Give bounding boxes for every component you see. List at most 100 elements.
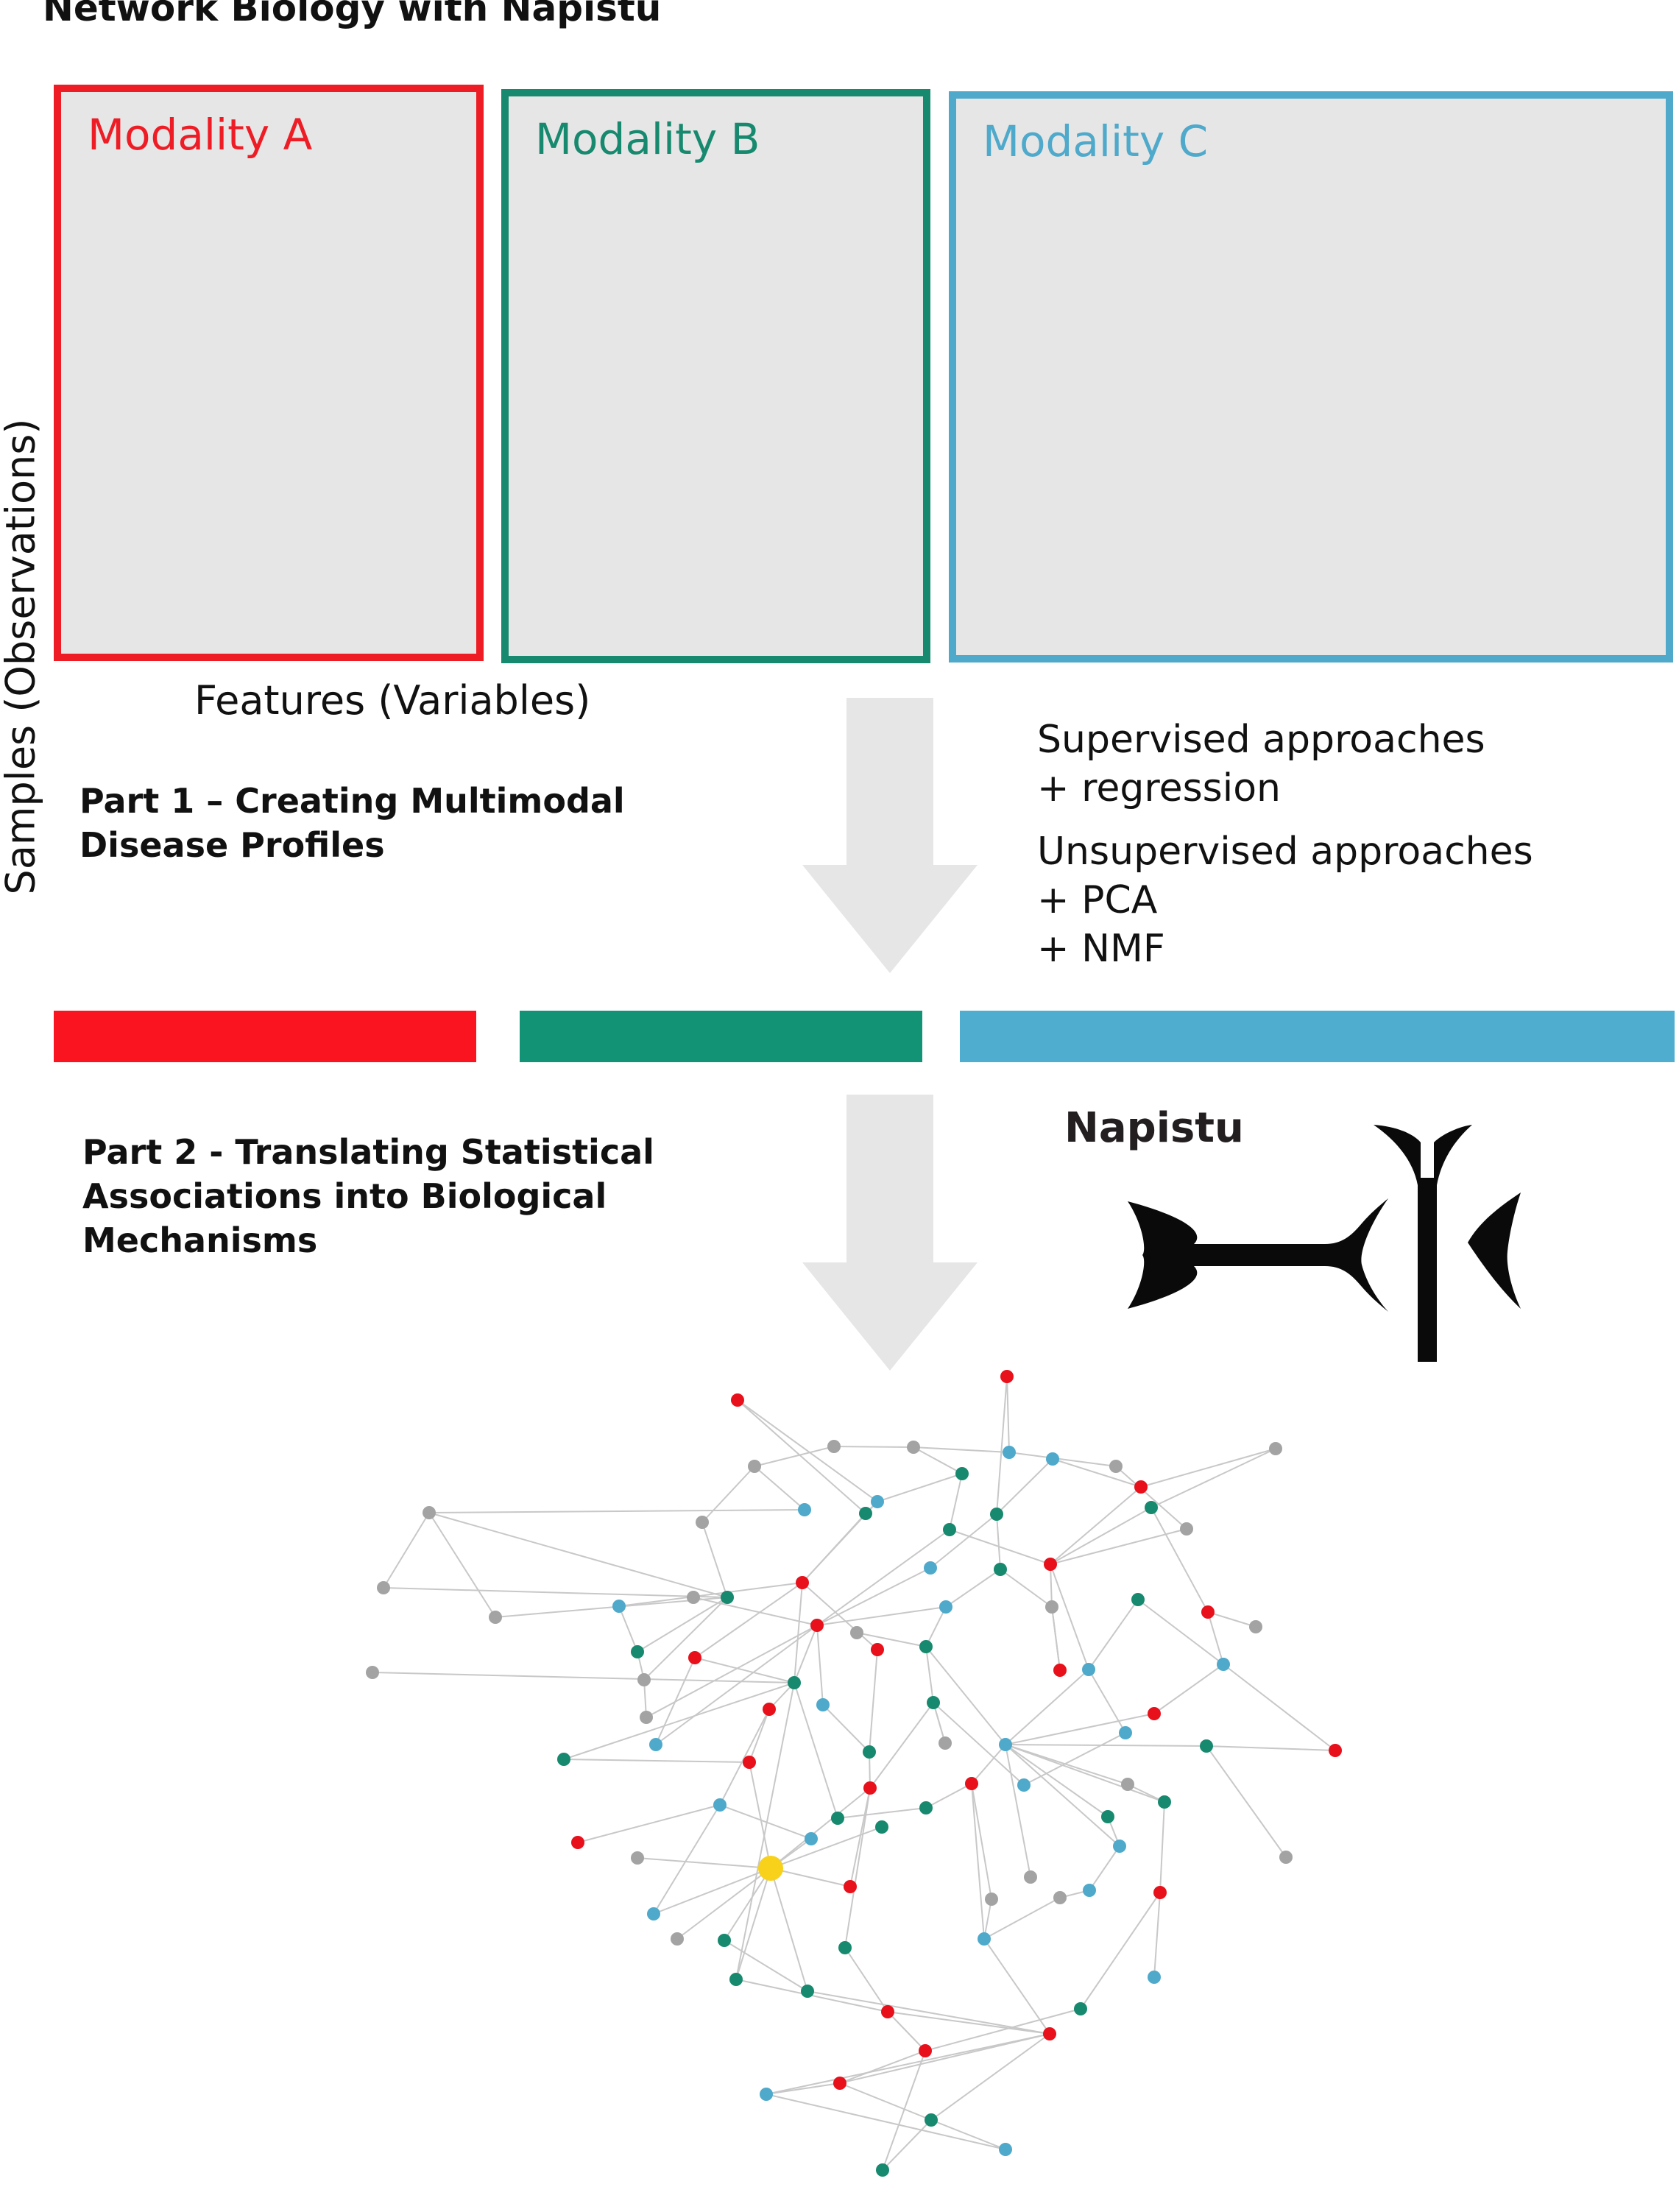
network-edge xyxy=(869,1649,878,1753)
network-edge xyxy=(1089,1845,1120,1891)
network-node xyxy=(965,1777,978,1790)
network-edge xyxy=(1051,1606,1061,1671)
modality-b-label: Modality B xyxy=(535,114,760,164)
modality-a-label: Modality A xyxy=(88,110,313,160)
network-node xyxy=(1269,1442,1282,1455)
part2-line1: Part 2 - Translating Statistical xyxy=(82,1132,654,1172)
unsupervised-approaches: Unsupervised approaches + PCA + NMF xyxy=(1037,827,1533,973)
network-edge xyxy=(754,1466,805,1510)
network-node xyxy=(1153,1886,1167,1899)
network-node xyxy=(907,1441,920,1454)
network-edge xyxy=(793,1682,838,1819)
network-node xyxy=(1145,1501,1158,1514)
network-node xyxy=(631,1645,644,1658)
network-node xyxy=(838,1941,852,1954)
network-node xyxy=(760,2088,773,2101)
network-node xyxy=(871,1643,884,1656)
network-node xyxy=(631,1851,644,1865)
network-edge xyxy=(793,1625,818,1683)
network-node xyxy=(1043,2027,1056,2040)
network-edge xyxy=(1005,1744,1120,1847)
network-edge xyxy=(913,1446,963,1474)
network-node xyxy=(919,2044,932,2057)
network-edges xyxy=(372,1376,1336,2171)
network-node xyxy=(423,1506,436,1519)
network-node xyxy=(1148,1707,1161,1720)
network-node xyxy=(731,1393,744,1407)
network-edge xyxy=(856,1632,927,1647)
network-node xyxy=(1148,1971,1161,1984)
network-node xyxy=(863,1745,876,1759)
network-edge xyxy=(933,1702,1025,1786)
network-node xyxy=(1134,1480,1148,1494)
network-edge xyxy=(563,1759,750,1763)
network-edge xyxy=(1006,1376,1010,1453)
network-edge xyxy=(694,1657,795,1683)
network-edge xyxy=(1206,1745,1336,1751)
network-edge xyxy=(816,1606,947,1626)
network-edge xyxy=(839,2050,926,2084)
network-edge xyxy=(1005,1744,1165,1803)
network-edge xyxy=(822,1704,870,1753)
part1-line2: Disease Profiles xyxy=(79,825,385,865)
network-edge xyxy=(637,1857,771,1869)
network-edge xyxy=(816,1625,824,1706)
network-node xyxy=(1082,1663,1095,1676)
network-edge xyxy=(983,1938,1050,2035)
network-edge xyxy=(925,2008,1081,2052)
part2-line2: Associations into Biological xyxy=(82,1176,607,1216)
network-node xyxy=(1003,1446,1016,1459)
network-node xyxy=(1113,1840,1126,1853)
part1-line1: Part 1 – Creating Multimodal xyxy=(79,781,625,821)
unsupervised-item-pca: + PCA xyxy=(1037,878,1158,922)
network-edge xyxy=(930,2119,1006,2150)
network-edge xyxy=(770,1868,851,1887)
network-node xyxy=(927,1696,940,1709)
part2-line3: Mechanisms xyxy=(82,1220,318,1260)
network-edge xyxy=(844,1787,871,1948)
napistu-logo-icon xyxy=(1128,1125,1521,1362)
network-edge xyxy=(577,1804,721,1843)
modality-a-bar xyxy=(54,1011,476,1062)
network-edge xyxy=(1005,1744,1109,1817)
network-node xyxy=(612,1600,626,1613)
network-edge xyxy=(719,1709,770,1806)
network-edge xyxy=(1008,1452,1117,1467)
network-node xyxy=(810,1619,824,1632)
network-edge xyxy=(971,1744,1006,1784)
network-node xyxy=(876,2163,889,2177)
network-node xyxy=(1053,1891,1067,1904)
network-node xyxy=(649,1738,662,1751)
network-edge xyxy=(949,1473,963,1530)
network-edge xyxy=(770,1868,808,1992)
network-edge xyxy=(1050,1563,1053,1608)
network-edge xyxy=(844,1947,888,2013)
network-edge xyxy=(839,2033,1050,2084)
network-node xyxy=(696,1516,709,1529)
network-node xyxy=(1217,1658,1230,1671)
network-node xyxy=(796,1576,809,1589)
network-node xyxy=(1024,1870,1037,1884)
unsupervised-heading: Unsupervised approaches xyxy=(1037,830,1533,874)
network-edge xyxy=(877,1473,963,1502)
network-edge xyxy=(930,2033,1050,2121)
network-node xyxy=(671,1932,684,1946)
network-nodes xyxy=(366,1370,1342,2177)
network-edge xyxy=(1207,1611,1256,1628)
network-node xyxy=(377,1581,390,1594)
network-edge xyxy=(816,1529,950,1626)
network-edge xyxy=(1088,1669,1126,1734)
network-edge xyxy=(882,2119,932,2171)
network-edge xyxy=(925,1646,1006,1745)
network-node xyxy=(788,1676,801,1689)
network-edge xyxy=(971,1783,992,1900)
network-edge xyxy=(735,1868,771,1980)
network-edge xyxy=(701,1522,728,1598)
network-node xyxy=(955,1467,969,1480)
network-edge xyxy=(770,1787,871,1869)
modality-c-label: Modality C xyxy=(983,116,1209,166)
network-node xyxy=(713,1798,727,1812)
network-edge xyxy=(724,1868,771,1941)
network-edge xyxy=(1140,1448,1276,1488)
